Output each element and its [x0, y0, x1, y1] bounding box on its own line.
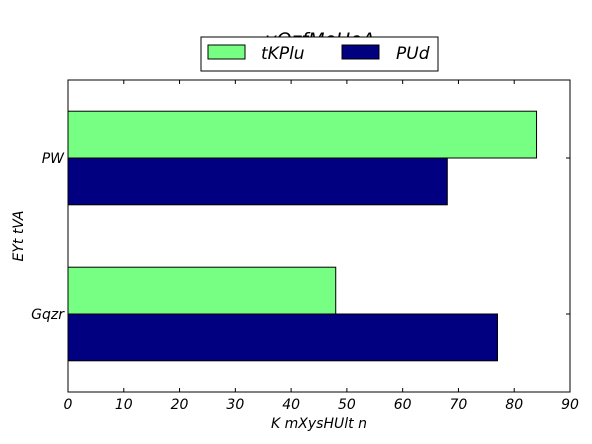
legend-label-pud: PUd [396, 44, 430, 64]
legend-label-tkplu: tKPlu [261, 44, 305, 64]
bar-pud-gqzr [67, 313, 498, 362]
legend: tKPlu PUd [200, 36, 439, 72]
x-axis-label: K mXysHUlt n [271, 416, 367, 432]
y-axis-label: EYt tVA [11, 210, 27, 261]
x-tick-label: 0 [64, 397, 73, 413]
legend-swatch-tkplu [207, 44, 246, 60]
bar-pud-pw [67, 157, 448, 206]
x-tick-label: 60 [394, 397, 412, 413]
x-axis-ticks: 0 10 20 30 40 50 60 70 80 90 [64, 80, 579, 413]
x-tick-label: 10 [115, 397, 133, 413]
bars-layer [67, 110, 538, 362]
x-tick-label: 70 [450, 397, 468, 413]
y-tick-label: Gqzr [31, 307, 65, 323]
y-tick-label: PW [42, 151, 65, 167]
legend-swatch-pud [341, 44, 380, 60]
x-tick-label: 50 [338, 397, 356, 413]
x-tick-label: 80 [505, 397, 523, 413]
y-axis-ticks: PW Gqzr [31, 151, 570, 323]
x-tick-label: 20 [171, 397, 189, 413]
bar-tkplu-pw [67, 110, 538, 159]
x-tick-label: 40 [282, 397, 300, 413]
bar-tkplu-gqzr [67, 266, 337, 315]
x-tick-label: 90 [561, 397, 579, 413]
x-tick-label: 30 [226, 397, 244, 413]
